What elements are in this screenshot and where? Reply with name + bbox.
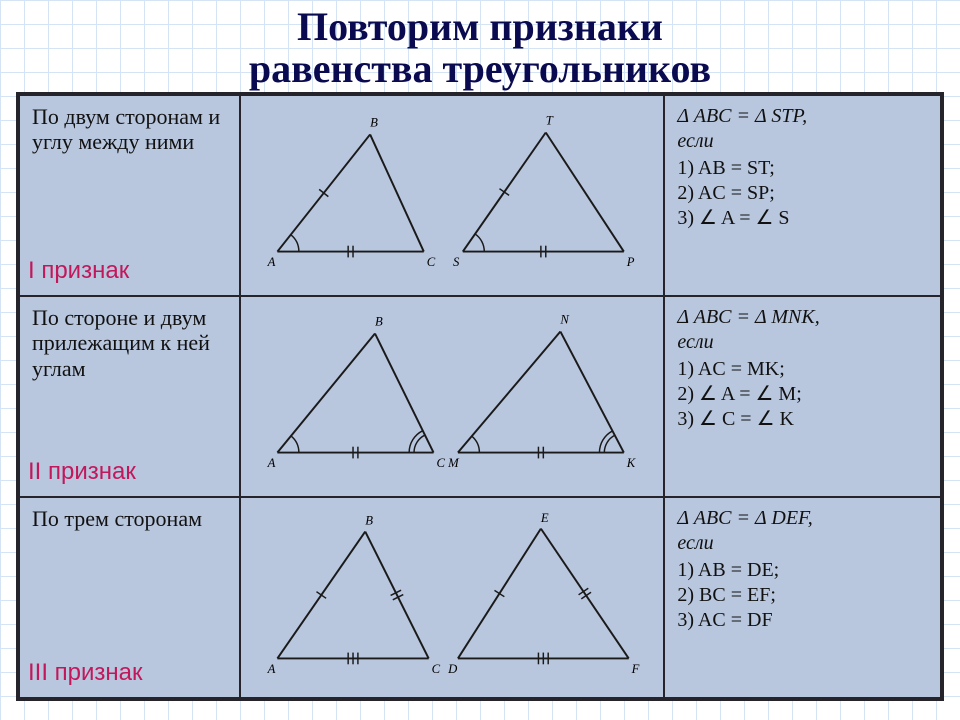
cell-desc-2: По стороне и двум прилежащим к ней углам… bbox=[19, 296, 240, 497]
cell-desc-3: По трем сторонам III признак bbox=[19, 497, 240, 698]
badge-1: I признак bbox=[28, 257, 129, 285]
title-line-2: равенства треугольников bbox=[0, 48, 960, 90]
cell-diagram-1: A C B S P T bbox=[240, 95, 664, 296]
svg-text:C: C bbox=[427, 255, 436, 269]
cond-item: 2) ∠ A = ∠ M; bbox=[677, 382, 930, 407]
svg-text:M: M bbox=[447, 456, 460, 470]
svg-text:P: P bbox=[626, 255, 635, 269]
diagram-1: A C B S P T bbox=[253, 104, 653, 282]
desc-text-3: По трем сторонам bbox=[32, 506, 229, 531]
cond-item: 3) ∠ C = ∠ K bbox=[677, 407, 930, 432]
desc-text-2: По стороне и двум прилежащим к ней углам bbox=[32, 305, 229, 381]
svg-text:C: C bbox=[432, 662, 441, 676]
svg-text:A: A bbox=[267, 255, 276, 269]
svg-text:F: F bbox=[631, 662, 640, 676]
criteria-table: По двум сторонам и углу между ними I при… bbox=[16, 92, 944, 701]
badge-2: II признак bbox=[28, 458, 136, 486]
svg-text:B: B bbox=[365, 514, 373, 528]
diagram-3: A C B D F E bbox=[253, 506, 653, 684]
cond-block-1: Δ ABC = Δ STP, если 1) AB = ST;2) AC = S… bbox=[677, 104, 930, 231]
cond-list-3: 1) AB = DE;2) BC = EF;3) AC = DF bbox=[677, 558, 930, 633]
cell-cond-1: Δ ABC = Δ STP, если 1) AB = ST;2) AC = S… bbox=[664, 95, 941, 296]
cond-block-3: Δ ABC = Δ DEF, если 1) AB = DE;2) BC = E… bbox=[677, 506, 930, 633]
cell-diagram-2: A C B M K N bbox=[240, 296, 664, 497]
cond-item: 2) BC = EF; bbox=[677, 583, 930, 608]
desc-text-1: По двум сторонам и углу между ними bbox=[32, 104, 229, 155]
svg-text:A: A bbox=[267, 662, 276, 676]
cond-item: 3) AC = DF bbox=[677, 608, 930, 633]
cond-list-1: 1) AB = ST;2) AC = SP;3) ∠ A = ∠ S bbox=[677, 156, 930, 231]
cond-item: 1) AC = MK; bbox=[677, 357, 930, 382]
svg-text:T: T bbox=[546, 114, 554, 128]
svg-text:B: B bbox=[375, 315, 383, 329]
cond-item: 3) ∠ A = ∠ S bbox=[677, 206, 930, 231]
table-row-1: По двум сторонам и углу между ними I при… bbox=[19, 95, 941, 296]
svg-text:C: C bbox=[437, 456, 446, 470]
svg-text:D: D bbox=[447, 662, 457, 676]
title-line-1: Повторим признаки bbox=[0, 6, 960, 48]
svg-text:B: B bbox=[370, 116, 378, 130]
cond-list-2: 1) AC = MK;2) ∠ A = ∠ M;3) ∠ C = ∠ K bbox=[677, 357, 930, 432]
svg-text:N: N bbox=[560, 313, 571, 327]
cond-block-2: Δ ABC = Δ MNK, если 1) AC = MK;2) ∠ A = … bbox=[677, 305, 930, 432]
cond-item: 1) AB = DE; bbox=[677, 558, 930, 583]
svg-text:K: K bbox=[626, 456, 636, 470]
cond-head-3: Δ ABC = Δ DEF, если bbox=[677, 506, 930, 556]
svg-text:S: S bbox=[453, 255, 460, 269]
cond-item: 2) AC = SP; bbox=[677, 181, 930, 206]
cell-desc-1: По двум сторонам и углу между ними I при… bbox=[19, 95, 240, 296]
page-title: Повторим признаки равенства треугольнико… bbox=[0, 0, 960, 92]
diagram-2: A C B M K N bbox=[253, 305, 653, 483]
cell-cond-2: Δ ABC = Δ MNK, если 1) AC = MK;2) ∠ A = … bbox=[664, 296, 941, 497]
cell-cond-3: Δ ABC = Δ DEF, если 1) AB = DE;2) BC = E… bbox=[664, 497, 941, 698]
table-row-3: По трем сторонам III признак A C B D F E Δ AB… bbox=[19, 497, 941, 698]
cond-head-2: Δ ABC = Δ MNK, если bbox=[677, 305, 930, 355]
cond-item: 1) AB = ST; bbox=[677, 156, 930, 181]
svg-text:A: A bbox=[267, 456, 276, 470]
badge-3: III признак bbox=[28, 659, 143, 687]
table-row-2: По стороне и двум прилежащим к ней углам… bbox=[19, 296, 941, 497]
svg-text:E: E bbox=[540, 511, 549, 525]
cell-diagram-3: A C B D F E bbox=[240, 497, 664, 698]
cond-head-1: Δ ABC = Δ STP, если bbox=[677, 104, 930, 154]
